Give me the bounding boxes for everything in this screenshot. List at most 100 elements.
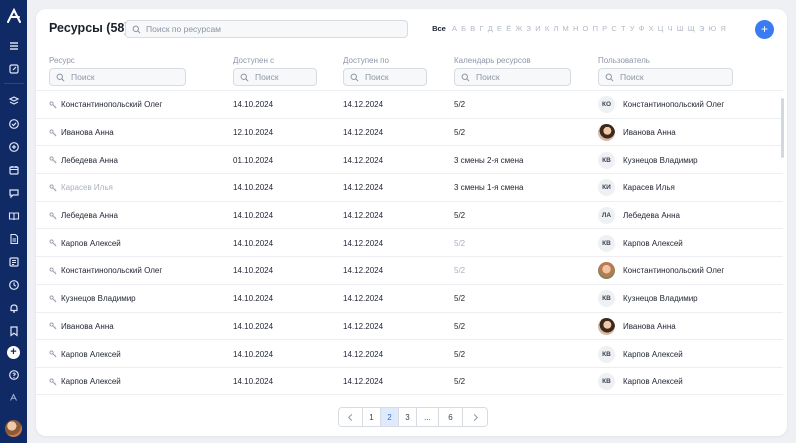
resource-name[interactable]: Иванова Анна [61, 128, 114, 138]
clock-icon[interactable] [0, 273, 27, 296]
alphabet-letter[interactable]: В [470, 24, 476, 33]
alphabet-letter[interactable]: Э [699, 24, 705, 33]
help-icon[interactable] [0, 363, 27, 386]
resource-name[interactable]: Карпов Алексей [61, 377, 121, 387]
resource-name[interactable]: Лебедева Анна [61, 155, 118, 165]
alphabet-letter[interactable]: Д [487, 24, 493, 33]
alphabet-letter[interactable]: Ё [506, 24, 512, 33]
user-name[interactable]: Константинопольский Олег [623, 266, 725, 276]
menu-icon[interactable] [0, 34, 27, 57]
alphabet-letter[interactable]: Щ [687, 24, 695, 33]
newspaper-icon[interactable] [0, 250, 27, 273]
user-name[interactable]: Карпов Алексей [623, 377, 683, 387]
next-page-button[interactable] [463, 408, 487, 426]
alphabet-letter[interactable]: Х [648, 24, 654, 33]
add-icon[interactable]: + [7, 346, 20, 359]
table-scrollbar[interactable] [781, 98, 784, 158]
alphabet-letter[interactable]: Б [461, 24, 467, 33]
table-row[interactable]: Карпов Алексей 14.10.2024 14.12.2024 5/2… [36, 228, 783, 256]
table-row[interactable]: Лебедева Анна 01.10.2024 14.12.2024 3 см… [36, 145, 783, 173]
table-row[interactable]: Карпов Алексей 14.10.2024 14.12.2024 5/2… [36, 339, 783, 367]
resource-name[interactable]: Карпов Алексей [61, 238, 121, 248]
alphabet-letter[interactable]: Ф [638, 24, 645, 33]
resource-search-input[interactable]: Поиск по ресурсам [125, 20, 408, 38]
prev-page-button[interactable] [339, 408, 363, 426]
edit-box-icon[interactable] [0, 57, 27, 80]
available-from: 14.10.2024 [233, 349, 274, 359]
alphabet-letter[interactable]: Я [720, 24, 726, 33]
avatar [598, 317, 615, 335]
table-row[interactable]: Константинопольский Олег 14.10.2024 14.1… [36, 256, 783, 284]
table-row[interactable]: Иванова Анна 12.10.2024 14.12.2024 5/2 И… [36, 117, 783, 146]
avatar: КВ [598, 290, 615, 308]
alphabet-letter[interactable]: М [562, 24, 569, 33]
table-row[interactable]: Кузнецов Владимир 14.10.2024 14.12.2024 … [36, 283, 783, 312]
plus-circle-icon[interactable] [0, 135, 27, 158]
user-name[interactable]: Константинопольский Олег [623, 100, 725, 110]
alphabet-letter[interactable]: Ч [667, 24, 673, 33]
user-avatar[interactable] [5, 420, 22, 437]
resource-filter-input[interactable]: Поиск [49, 68, 186, 86]
table-row[interactable]: Лебедева Анна 14.10.2024 14.12.2024 5/2 … [36, 200, 783, 229]
page-button[interactable]: 3 [399, 408, 417, 426]
user-name[interactable]: Карпов Алексей [623, 238, 683, 248]
resource-name[interactable]: Кузнецов Владимир [61, 294, 136, 304]
page-button[interactable]: 1 [363, 408, 381, 426]
resource-cell: Константинопольский Олег [49, 91, 162, 119]
book-icon[interactable] [0, 204, 27, 227]
chat-icon[interactable] [0, 181, 27, 204]
sidebar: + [0, 0, 27, 443]
logo-icon[interactable] [6, 7, 22, 24]
resource-name[interactable]: Иванова Анна [61, 321, 114, 331]
alphabet-letter[interactable]: Ж [515, 24, 523, 33]
alphabet-letter[interactable]: С [611, 24, 617, 33]
calendar-filter-input[interactable]: Поиск [454, 68, 571, 86]
alphabet-letter[interactable]: Ш [676, 24, 684, 33]
alphabet-letter[interactable]: О [582, 24, 589, 33]
from-filter-input[interactable]: Поиск [233, 68, 317, 86]
add-resource-button[interactable]: + [755, 20, 774, 39]
user-name[interactable]: Карасев Илья [623, 183, 675, 193]
table-row[interactable]: Карасев Илья 14.10.2024 14.12.2024 3 сме… [36, 173, 783, 201]
page-button[interactable]: 2 [381, 408, 399, 426]
alphabet-all[interactable]: Все [432, 24, 446, 33]
alphabet-letter[interactable]: Р [602, 24, 608, 33]
alphabet-letter[interactable]: Ю [708, 24, 717, 33]
user-name[interactable]: Кузнецов Владимир [623, 294, 698, 304]
bell-icon[interactable] [0, 296, 27, 319]
resource-name[interactable]: Лебедева Анна [61, 211, 118, 221]
layers-icon[interactable] [0, 89, 27, 112]
check-circle-icon[interactable] [0, 112, 27, 135]
user-name[interactable]: Карпов Алексей [623, 349, 683, 359]
table-row[interactable]: Иванова Анна 14.10.2024 14.12.2024 5/2 И… [36, 311, 783, 340]
alphabet-letter[interactable]: А [451, 24, 457, 33]
alphabet-letter[interactable]: Н [572, 24, 579, 33]
alphabet-letter[interactable]: Л [553, 24, 559, 33]
user-name[interactable]: Кузнецов Владимир [623, 155, 698, 165]
page-button[interactable]: 6 [439, 408, 463, 426]
user-filter-input[interactable]: Поиск [598, 68, 733, 86]
alphabet-letter[interactable]: И [535, 24, 541, 33]
to-filter-input[interactable]: Поиск [343, 68, 427, 86]
alphabet-letter[interactable]: У [629, 24, 635, 33]
available-to: 14.12.2024 [343, 155, 384, 165]
resource-name[interactable]: Карасев Илья [61, 183, 113, 193]
table-row[interactable]: Константинопольский Олег 14.10.2024 14.1… [36, 90, 783, 118]
alphabet-letter[interactable]: З [526, 24, 532, 33]
user-name[interactable]: Лебедева Анна [623, 211, 680, 221]
alphabet-letter[interactable]: Ц [657, 24, 664, 33]
user-name[interactable]: Иванова Анна [623, 128, 676, 138]
alphabet-letter[interactable]: К [544, 24, 550, 33]
bookmark-icon[interactable] [0, 319, 27, 342]
resource-name[interactable]: Карпов Алексей [61, 349, 121, 359]
user-name[interactable]: Иванова Анна [623, 321, 676, 331]
table-row[interactable]: Карпов Алексей 14.10.2024 14.12.2024 5/2… [36, 366, 783, 395]
alphabet-letter[interactable]: Г [479, 24, 484, 33]
calendar-icon[interactable] [0, 158, 27, 181]
resource-name[interactable]: Константинопольский Олег [61, 100, 163, 110]
alphabet-letter[interactable]: Т [620, 24, 626, 33]
alphabet-letter[interactable]: П [592, 24, 598, 33]
document-icon[interactable] [0, 227, 27, 250]
resource-name[interactable]: Константинопольский Олег [61, 266, 163, 276]
alphabet-letter[interactable]: Е [497, 24, 503, 33]
